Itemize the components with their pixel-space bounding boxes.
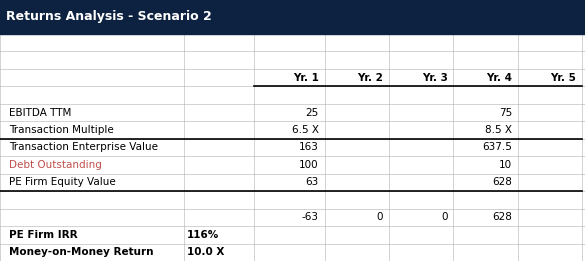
Text: PE Firm Equity Value: PE Firm Equity Value (9, 177, 115, 187)
Bar (0, 0, 585, 34)
Text: Yr. 2: Yr. 2 (357, 73, 383, 82)
Text: 637.5: 637.5 (482, 143, 512, 152)
Text: EBITDA TTM: EBITDA TTM (9, 108, 71, 117)
Text: 100: 100 (299, 160, 319, 170)
Text: Transaction Enterprise Value: Transaction Enterprise Value (9, 143, 158, 152)
Text: Yr. 1: Yr. 1 (293, 73, 319, 82)
Text: 75: 75 (498, 108, 512, 117)
Text: Transaction Multiple: Transaction Multiple (9, 125, 113, 135)
Text: Money-on-Money Return: Money-on-Money Return (9, 247, 153, 257)
Text: 0: 0 (377, 212, 383, 222)
Text: -63: -63 (302, 212, 319, 222)
Text: Returns Analysis - Scenario 2: Returns Analysis - Scenario 2 (6, 10, 212, 23)
Text: 8.5 X: 8.5 X (485, 125, 512, 135)
Text: 163: 163 (299, 143, 319, 152)
Text: PE Firm IRR: PE Firm IRR (9, 230, 77, 240)
Text: Yr. 3: Yr. 3 (422, 73, 448, 82)
Text: 10.0 X: 10.0 X (187, 247, 225, 257)
Text: 0: 0 (441, 212, 448, 222)
Text: 6.5 X: 6.5 X (292, 125, 319, 135)
Text: Yr. 5: Yr. 5 (550, 73, 576, 82)
Text: Debt Outstanding: Debt Outstanding (9, 160, 102, 170)
Text: 10: 10 (499, 160, 512, 170)
Text: 628: 628 (492, 212, 512, 222)
Text: Yr. 4: Yr. 4 (486, 73, 512, 82)
Text: 63: 63 (305, 177, 319, 187)
Text: 116%: 116% (187, 230, 219, 240)
Text: 25: 25 (305, 108, 319, 117)
Text: 628: 628 (492, 177, 512, 187)
